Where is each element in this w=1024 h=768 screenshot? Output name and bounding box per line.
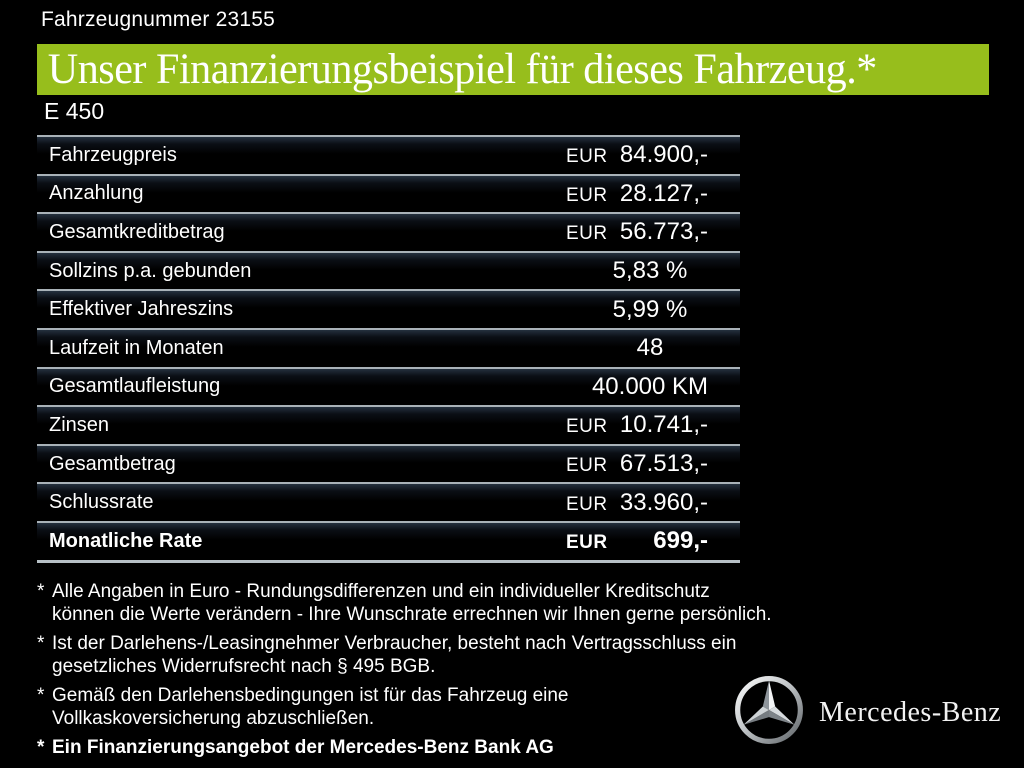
row-value: 40.000 KM <box>540 373 740 401</box>
footnote: * Alle Angaben in Euro - Rundungsdiffere… <box>37 580 772 626</box>
row-value: EUR 699,- <box>540 527 740 555</box>
amount-value: 5,83 % <box>612 257 688 285</box>
footnote: * Ein Finanzierungsangebot der Mercedes-… <box>37 736 747 759</box>
currency-label: EUR <box>566 493 608 515</box>
table-row: Effektiver Jahreszins 5,99 % <box>37 289 740 328</box>
row-value: EUR 33.960,- <box>540 489 740 517</box>
row-label: Monatliche Rate <box>49 529 203 552</box>
table-row: Fahrzeugpreis EUR 84.900,- <box>37 135 740 174</box>
finance-table: Fahrzeugpreis EUR 84.900,- Anzahlung EUR… <box>37 135 740 563</box>
title-banner: Unser Finanzierungsbeispiel für dieses F… <box>37 44 989 95</box>
model-name: E 450 <box>44 98 105 124</box>
mercedes-star-icon <box>731 672 807 748</box>
row-label: Fahrzeugpreis <box>49 143 177 166</box>
currency-label: EUR <box>566 532 608 554</box>
footnote-marker: * <box>37 737 45 758</box>
footnote-text: Ein Finanzierungsangebot der Mercedes-Be… <box>52 736 554 759</box>
currency-label: EUR <box>566 455 608 477</box>
footnote-line: Ein Finanzierungsangebot der Mercedes-Be… <box>52 737 554 758</box>
amount-value: 33.960,- <box>619 488 708 516</box>
footnotes: * Alle Angaben in Euro - Rundungsdiffere… <box>37 580 772 765</box>
row-value: EUR 28.127,- <box>540 180 740 208</box>
table-row: Monatliche Rate EUR 699,- <box>37 520 740 560</box>
table-row: Zinsen EUR 10.741,- <box>37 405 740 444</box>
footnote-marker: * <box>37 581 45 602</box>
amount-value: 56.773,- <box>619 218 708 246</box>
row-value: 48 <box>540 334 740 362</box>
footnote-line: Ist der Darlehens-/Leasingnehmer Verbrau… <box>52 633 737 654</box>
row-label: Gesamtbetrag <box>49 452 176 475</box>
currency-label: EUR <box>566 184 608 206</box>
currency-label: EUR <box>566 416 608 438</box>
row-label: Gesamtkreditbetrag <box>49 220 225 243</box>
amount-value: 84.900,- <box>619 141 708 169</box>
currency-label: EUR <box>566 223 608 245</box>
footnote: * Gemäß den Darlehensbedingungen ist für… <box>37 684 747 730</box>
mercedes-wordmark: Mercedes-Benz <box>819 697 1002 728</box>
footnote-line: Vollkaskoversicherung abzuschließen. <box>52 708 375 729</box>
row-label: Schlussrate <box>49 491 154 514</box>
currency-label: EUR <box>566 146 608 168</box>
footnote: * Ist der Darlehens-/Leasingnehmer Verbr… <box>37 632 747 678</box>
amount-value: 67.513,- <box>619 450 708 478</box>
amount-value: 10.741,- <box>619 411 708 439</box>
row-value: EUR 10.741,- <box>540 411 740 439</box>
row-label: Laufzeit in Monaten <box>49 336 224 359</box>
vehicle-number: Fahrzeugnummer 23155 <box>41 8 275 31</box>
row-label: Zinsen <box>49 413 110 436</box>
footnote-text: Ist der Darlehens-/Leasingnehmer Verbrau… <box>52 632 736 678</box>
table-row: Gesamtbetrag EUR 67.513,- <box>37 443 740 483</box>
page-title: Unser Finanzierungsbeispiel für dieses F… <box>47 46 878 93</box>
footnote-text: Alle Angaben in Euro - Rundungsdifferenz… <box>52 580 772 626</box>
table-row: Gesamtkreditbetrag EUR 56.773,- <box>37 212 740 251</box>
row-value: 5,99 % <box>540 296 740 324</box>
footnote-line: Gemäß den Darlehensbedingungen ist für d… <box>52 685 569 706</box>
table-row: Gesamtlaufleistung 40.000 KM <box>37 366 740 406</box>
footnote-text: Gemäß den Darlehensbedingungen ist für d… <box>52 684 569 730</box>
table-row: Anzahlung EUR 28.127,- <box>37 173 740 213</box>
table-row: Sollzins p.a. gebunden 5,83 % <box>37 250 740 290</box>
row-value: EUR 84.900,- <box>540 141 740 169</box>
amount-value: 48 <box>636 334 664 362</box>
amount-value: 40.000 KM <box>591 372 709 400</box>
row-label: Effektiver Jahreszins <box>49 298 234 321</box>
row-label: Anzahlung <box>49 182 144 205</box>
row-label: Sollzins p.a. gebunden <box>49 259 252 282</box>
row-label: Gesamtlaufleistung <box>49 375 221 398</box>
row-value: EUR 56.773,- <box>540 218 740 246</box>
amount-value: 5,99 % <box>612 295 688 323</box>
table-row: Schlussrate EUR 33.960,- <box>37 482 740 521</box>
footnote-marker: * <box>37 685 45 706</box>
table-row: Laufzeit in Monaten 48 <box>37 327 740 367</box>
row-value: 5,83 % <box>540 257 740 285</box>
row-value: EUR 67.513,- <box>540 450 740 478</box>
footnote-line: gesetzliches Widerrufsrecht nach § 495 B… <box>52 656 436 677</box>
footnote-line: können die Werte verändern - Ihre Wunsch… <box>52 604 772 625</box>
amount-value: 28.127,- <box>619 179 708 207</box>
footnote-line: Alle Angaben in Euro - Rundungsdifferenz… <box>52 581 710 602</box>
amount-value: 699,- <box>653 527 708 555</box>
brand-logo: Mercedes-Benz <box>731 670 1001 750</box>
footnote-marker: * <box>37 633 45 654</box>
